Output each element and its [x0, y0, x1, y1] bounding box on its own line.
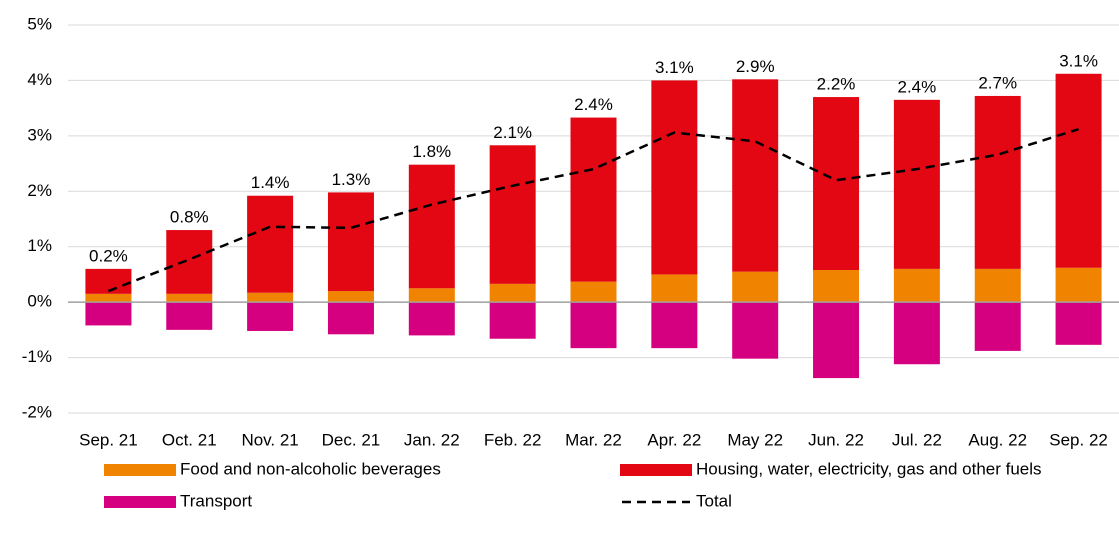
y-tick-label: 3%	[27, 125, 52, 144]
bar-segment	[85, 302, 132, 326]
bar-segment	[651, 274, 698, 303]
bar-segment	[974, 302, 1021, 351]
x-tick-label: Aug. 22	[968, 430, 1027, 449]
bar-segment	[1055, 302, 1102, 345]
bar-segment	[893, 99, 940, 269]
bar-segment	[247, 292, 294, 303]
y-tick-label: -2%	[22, 402, 52, 421]
bar-segment	[732, 271, 779, 303]
y-tick-label: 4%	[27, 70, 52, 89]
data-label: 2.9%	[736, 57, 775, 76]
x-tick-label: Sep. 22	[1049, 430, 1108, 449]
legend-swatch	[620, 464, 692, 476]
bar-segment	[408, 164, 455, 289]
legend-label: Food and non-alcoholic beverages	[180, 459, 441, 478]
bar-segment	[408, 288, 455, 303]
bar-segment	[408, 302, 455, 336]
bar-segment	[974, 95, 1021, 269]
legend-swatch	[104, 496, 176, 508]
x-tick-label: Jan. 22	[404, 430, 460, 449]
bar-segment	[570, 302, 617, 349]
x-tick-label: Jun. 22	[808, 430, 864, 449]
y-tick-label: 2%	[27, 181, 52, 200]
x-tick-label: Oct. 21	[162, 430, 217, 449]
y-tick-label: 1%	[27, 236, 52, 255]
legend-label: Transport	[180, 491, 252, 510]
total-line	[107, 128, 1079, 293]
bar-segment	[893, 268, 940, 303]
bar-segment	[327, 302, 374, 335]
bar-segment	[327, 192, 374, 292]
bar-segment	[489, 145, 536, 284]
bar-segment	[247, 302, 294, 331]
x-tick-label: Nov. 21	[241, 430, 298, 449]
legend-label: Total	[696, 491, 732, 510]
data-label: 2.7%	[978, 73, 1017, 92]
y-tick-label: -1%	[22, 347, 52, 366]
x-tick-label: Jul. 22	[892, 430, 942, 449]
data-label: 0.8%	[170, 208, 209, 227]
bar-segment	[489, 302, 536, 339]
data-label: 2.4%	[898, 77, 937, 96]
bar-segment	[974, 268, 1021, 303]
x-tick-label: Sep. 21	[79, 430, 138, 449]
y-tick-label: 5%	[27, 14, 52, 33]
x-tick-label: Apr. 22	[647, 430, 701, 449]
x-tick-label: May 22	[727, 430, 783, 449]
data-label: 3.1%	[655, 58, 694, 77]
y-tick-label: 0%	[27, 292, 52, 311]
bar-segment	[813, 302, 860, 379]
data-label: 3.1%	[1059, 51, 1098, 70]
bar-segment	[1055, 73, 1102, 268]
bar-segment	[166, 293, 213, 303]
data-label: 1.4%	[251, 173, 290, 192]
bar-segment	[166, 230, 213, 294]
bar-segment	[166, 302, 213, 330]
bar-segment	[651, 80, 698, 275]
legend-swatch	[104, 464, 176, 476]
data-label: 2.2%	[817, 75, 856, 94]
bar-segment	[813, 97, 860, 270]
bar-segment	[570, 281, 617, 303]
data-label: 1.8%	[412, 142, 451, 161]
bar-segment	[327, 291, 374, 303]
bar-segment	[651, 302, 698, 349]
data-label: 2.1%	[493, 123, 532, 142]
bar-segment	[489, 283, 536, 303]
x-tick-label: Dec. 21	[322, 430, 381, 449]
bar-segment	[570, 117, 617, 282]
data-label: 2.4%	[574, 95, 613, 114]
x-tick-label: Mar. 22	[565, 430, 622, 449]
x-tick-label: Feb. 22	[484, 430, 542, 449]
data-label: 0.2%	[89, 246, 128, 265]
bar-segment	[813, 269, 860, 303]
bar-segment	[893, 302, 940, 365]
bar-segment	[85, 268, 132, 294]
bar-segment	[1055, 267, 1102, 303]
legend-label: Housing, water, electricity, gas and oth…	[696, 459, 1042, 478]
bar-segment	[732, 79, 779, 272]
bar-segment	[85, 293, 132, 303]
bar-segment	[247, 195, 294, 293]
data-label: 1.3%	[332, 170, 371, 189]
bar-segment	[732, 302, 779, 359]
